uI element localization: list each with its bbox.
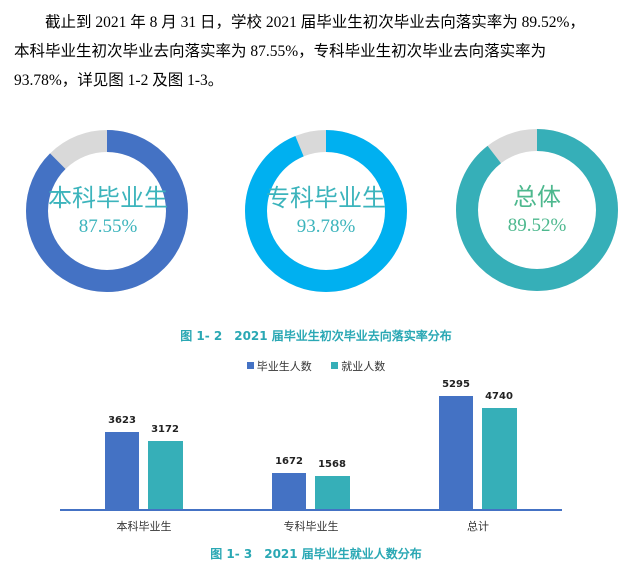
bar-value-label: 1672 xyxy=(275,456,303,467)
donut-name: 本科毕业生 xyxy=(48,184,168,212)
legend-swatch-icon xyxy=(331,362,339,369)
category-label-total: 总计 xyxy=(467,520,489,533)
bar-value-label: 5295 xyxy=(442,379,470,390)
bar-graduates-junior-college xyxy=(272,473,306,509)
paragraph-line-2: 本科毕业生初次毕业去向落实率为 87.55%，专科毕业生初次毕业去向落实率为 xyxy=(14,43,547,60)
bar-employed-total xyxy=(482,408,517,509)
bar-value-label: 3172 xyxy=(151,424,179,435)
donut-undergrad xyxy=(26,130,188,292)
donut-name: 总体 xyxy=(513,183,561,211)
category-label-junior-college: 专科毕业生 xyxy=(283,520,339,533)
bar-value-label: 1568 xyxy=(318,459,346,470)
x-axis-line xyxy=(60,509,562,511)
figure-1-2-caption: 图 1- 2 2021 届毕业生初次毕业去向落实率分布 xyxy=(180,329,452,343)
donut-charts xyxy=(26,129,618,292)
bar-graduates-total xyxy=(439,396,473,509)
legend-item-employed: 就业人数 xyxy=(331,358,385,374)
category-label-undergrad: 本科毕业生 xyxy=(116,520,172,533)
bar-value-label: 4740 xyxy=(485,391,513,402)
donut-label-junior-college: 专科毕业生 93.78% xyxy=(246,184,406,240)
donut-name: 专科毕业生 xyxy=(266,184,386,212)
legend-swatch-icon xyxy=(246,362,254,369)
bar-graduates-undergrad xyxy=(105,432,139,509)
donut-label-total: 总体 89.52% xyxy=(457,183,617,239)
body-paragraph: 截止到 2021 年 8 月 31 日，学校 2021 届毕业生初次毕业去向落实… xyxy=(14,8,620,95)
donut-junior-college xyxy=(245,130,407,292)
paragraph-line-3: 93.78%，详见图 1-2 及图 1-3。 xyxy=(14,72,224,89)
donut-label-undergrad: 本科毕业生 87.55% xyxy=(28,184,188,240)
bar-employed-undergrad xyxy=(148,441,183,509)
figure-1-3-caption: 图 1- 3 2021 届毕业生就业人数分布 xyxy=(210,547,422,561)
legend-label: 毕业生人数 xyxy=(256,360,312,373)
bar-employed-junior-college xyxy=(315,476,350,509)
donut-total xyxy=(456,129,618,291)
paragraph-line-1: 截止到 2021 年 8 月 31 日，学校 2021 届毕业生初次毕业去向落实… xyxy=(45,14,585,31)
bar-value-label: 3623 xyxy=(108,415,136,426)
legend-item-graduates: 毕业生人数 xyxy=(246,358,312,374)
donut-value: 87.55% xyxy=(78,216,138,237)
donut-value: 93.78% xyxy=(296,216,356,237)
legend-label: 就业人数 xyxy=(341,360,386,373)
bar-chart-legend: 毕业生人数 就业人数 xyxy=(0,358,632,374)
donut-value: 89.52% xyxy=(507,215,567,236)
